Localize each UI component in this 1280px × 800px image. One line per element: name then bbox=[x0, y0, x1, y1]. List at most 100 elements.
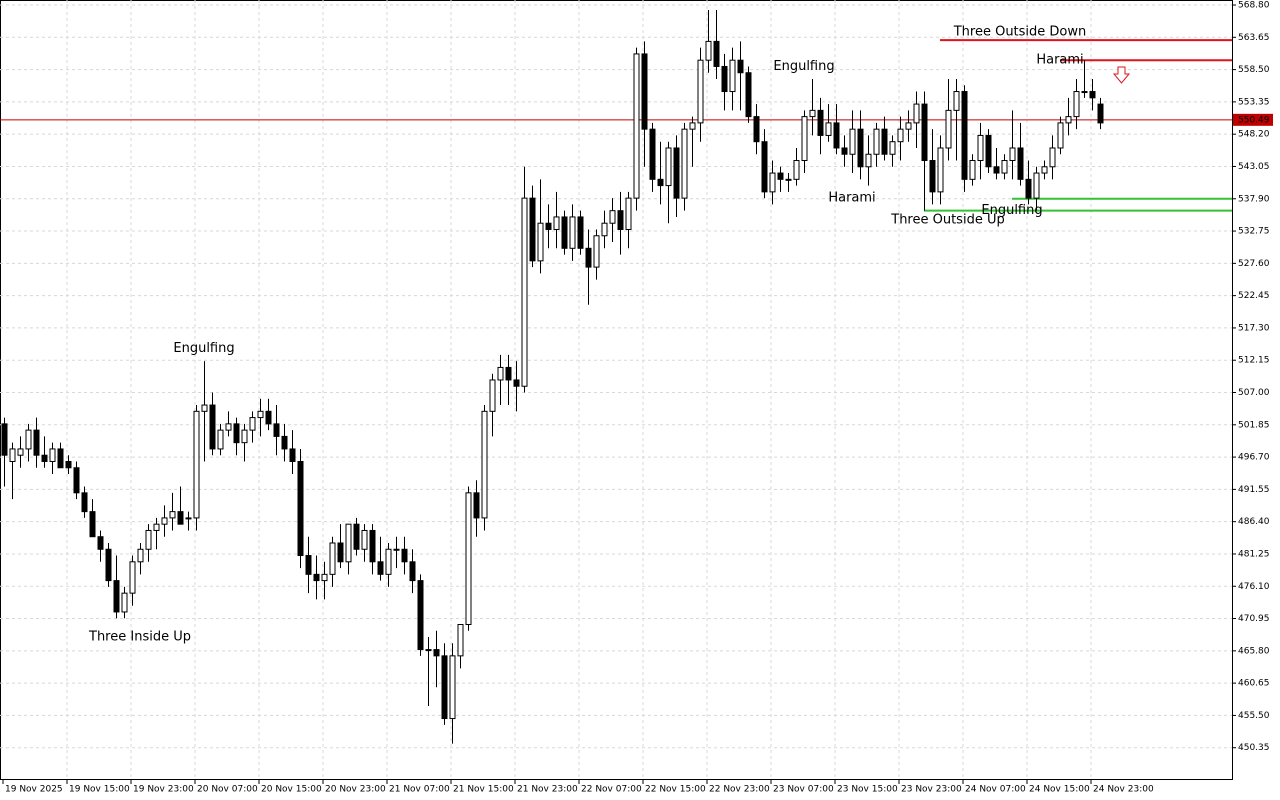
candle-body bbox=[553, 216, 560, 230]
candle-body bbox=[969, 160, 976, 180]
last-price-box bbox=[1233, 113, 1273, 126]
candle-body bbox=[137, 548, 144, 563]
candle-body bbox=[521, 197, 528, 387]
candle-body bbox=[225, 423, 232, 431]
candle-body bbox=[505, 366, 512, 381]
pattern-label: Three Outside Down bbox=[953, 24, 1087, 39]
x-tick-label: 23 Nov 07:00 bbox=[773, 785, 834, 795]
candle-body bbox=[1025, 178, 1032, 199]
y-tick-label: 532.75 bbox=[1238, 227, 1270, 237]
candle-body bbox=[1033, 172, 1040, 199]
y-tick-label: 517.30 bbox=[1238, 323, 1270, 333]
candle-body bbox=[209, 404, 216, 450]
candle-body bbox=[449, 655, 456, 720]
candle-body bbox=[401, 548, 408, 563]
candle-body bbox=[9, 448, 16, 462]
x-tick-label: 21 Nov 07:00 bbox=[389, 785, 450, 795]
candle-body bbox=[793, 160, 800, 180]
candle-body bbox=[857, 128, 864, 168]
candle-body bbox=[1009, 147, 1016, 162]
candle-body bbox=[729, 59, 736, 93]
pattern-label: Engulfing bbox=[981, 203, 1042, 218]
y-tick-label: 553.35 bbox=[1238, 97, 1270, 107]
candle-body bbox=[617, 210, 624, 230]
candle-body bbox=[537, 222, 544, 262]
candle-body bbox=[985, 134, 992, 168]
y-tick-label: 527.60 bbox=[1238, 259, 1270, 269]
candle-body bbox=[49, 448, 56, 462]
candle-body bbox=[313, 573, 320, 582]
candle-body bbox=[385, 548, 392, 575]
candle-body bbox=[193, 410, 200, 519]
candle-body bbox=[1089, 91, 1096, 99]
candle-body bbox=[593, 235, 600, 268]
candle-body bbox=[697, 59, 704, 124]
pattern-label: Three Inside Up bbox=[88, 630, 191, 645]
candle-body bbox=[1017, 147, 1024, 180]
candle-body bbox=[113, 580, 120, 613]
candle-body bbox=[129, 561, 136, 594]
y-tick-label: 470.95 bbox=[1238, 614, 1270, 624]
candle-body bbox=[273, 423, 280, 437]
candle-body bbox=[577, 216, 584, 249]
candle-body bbox=[217, 429, 224, 450]
candle-body bbox=[633, 53, 640, 199]
y-tick-label: 460.65 bbox=[1238, 679, 1270, 689]
x-tick-label: 19 Nov 2025 bbox=[5, 785, 63, 795]
candle-body bbox=[465, 492, 472, 626]
candle-body bbox=[1081, 91, 1088, 94]
candle-body bbox=[177, 511, 184, 525]
candle-body bbox=[145, 529, 152, 550]
candle-body bbox=[473, 492, 480, 519]
candle-body bbox=[233, 423, 240, 444]
candle-body bbox=[761, 141, 768, 193]
x-tick-label: 19 Nov 23:00 bbox=[133, 785, 194, 795]
sell-arrow bbox=[1112, 66, 1131, 84]
y-tick-label: 476.10 bbox=[1238, 582, 1270, 592]
candle-body bbox=[753, 116, 760, 143]
y-tick-label: 450.35 bbox=[1238, 743, 1270, 753]
y-tick-label: 455.50 bbox=[1238, 711, 1270, 721]
x-tick-label: 20 Nov 07:00 bbox=[197, 785, 258, 795]
x-tick-label: 22 Nov 23:00 bbox=[709, 785, 770, 795]
y-tick-label: 537.90 bbox=[1238, 194, 1270, 204]
candle-body bbox=[1, 423, 8, 456]
candle-body bbox=[873, 128, 880, 155]
candle-body bbox=[457, 624, 464, 657]
candle-body bbox=[809, 109, 816, 118]
candle-body bbox=[745, 72, 752, 118]
pattern-label: Engulfing bbox=[173, 341, 234, 356]
y-tick-label: 548.20 bbox=[1238, 130, 1270, 140]
candle-body bbox=[961, 91, 968, 180]
candle-body bbox=[825, 122, 832, 136]
candle-body bbox=[153, 523, 160, 531]
candle-body bbox=[937, 147, 944, 193]
candle-body bbox=[569, 216, 576, 249]
candle-body bbox=[297, 460, 304, 557]
candle-body bbox=[361, 529, 368, 550]
candle-body bbox=[89, 511, 96, 538]
candle-body bbox=[17, 448, 24, 456]
candle-body bbox=[305, 555, 312, 575]
candle-body bbox=[713, 40, 720, 67]
candle-body bbox=[833, 122, 840, 149]
candle-body bbox=[65, 460, 72, 469]
candle-body bbox=[609, 210, 616, 224]
y-tick-label: 563.65 bbox=[1238, 33, 1270, 43]
candle-body bbox=[257, 410, 264, 419]
x-tick-label: 24 Nov 07:00 bbox=[965, 785, 1026, 795]
candle-body bbox=[865, 153, 872, 168]
candle-body bbox=[665, 147, 672, 187]
y-tick-label: 543.05 bbox=[1238, 162, 1270, 172]
x-tick-label: 21 Nov 23:00 bbox=[517, 785, 578, 795]
plot-area: Engulfing Three Inside Up Engulfing Harami T… bbox=[0, 0, 1232, 780]
candle-body bbox=[585, 247, 592, 268]
candle-body bbox=[545, 222, 552, 230]
pattern-label: Three Outside Up bbox=[890, 213, 1004, 228]
candle-body bbox=[1001, 160, 1008, 174]
candle-body bbox=[497, 366, 504, 381]
candle-body bbox=[409, 561, 416, 582]
y-tick-label: 507.00 bbox=[1238, 388, 1270, 398]
